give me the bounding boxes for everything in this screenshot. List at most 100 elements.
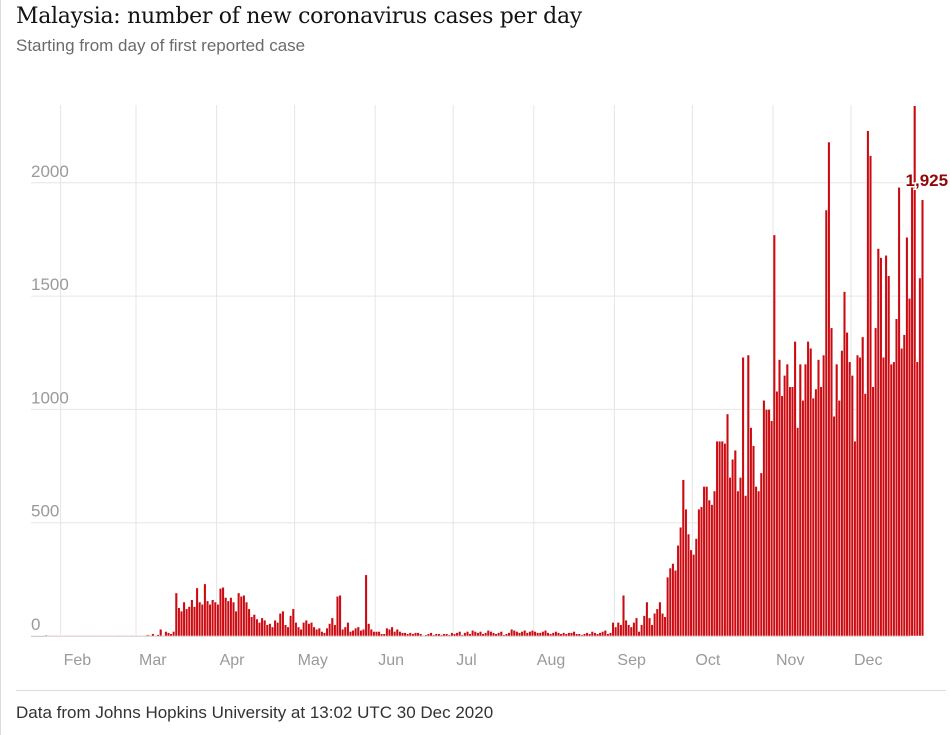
bar (814, 388, 818, 637)
y-tick-label: 1500 (31, 275, 69, 294)
bar (213, 601, 217, 637)
bar (861, 336, 865, 637)
bar (614, 626, 618, 637)
bar (510, 628, 514, 637)
bar (910, 173, 914, 637)
bar (803, 363, 808, 637)
bar (413, 632, 418, 637)
bar (590, 631, 594, 637)
bar (575, 633, 579, 637)
bar (86, 635, 90, 637)
bar (455, 632, 459, 637)
bar (390, 626, 394, 637)
bar (603, 630, 607, 637)
bar (816, 359, 821, 637)
bar (619, 624, 623, 637)
bar (855, 354, 860, 637)
bar (205, 600, 210, 637)
label-layer: 0 500 1000 1500 2000 Feb Mar Apr May Jun Jul Aug Sep… (31, 162, 950, 669)
bar (335, 596, 340, 637)
bar (822, 354, 826, 637)
bar (512, 630, 516, 637)
bar (866, 130, 870, 637)
bar (286, 626, 290, 637)
bar (840, 350, 844, 637)
bar (533, 631, 537, 637)
bar (780, 395, 784, 637)
bar (819, 386, 823, 637)
bar (887, 275, 891, 637)
bar (723, 443, 727, 637)
bar (112, 635, 116, 637)
bar (920, 199, 925, 637)
y-tick-label: 500 (31, 502, 59, 521)
bar (543, 630, 548, 637)
bar (595, 633, 600, 637)
bar (153, 635, 158, 637)
bar (827, 141, 831, 637)
bar (400, 632, 405, 637)
x-tick-label: Mar (139, 652, 167, 669)
bar (577, 633, 581, 637)
x-tick-label: Aug (537, 652, 565, 669)
bar (460, 634, 464, 637)
bar (465, 631, 470, 637)
bar (793, 341, 797, 637)
bar (611, 622, 615, 637)
bar (801, 400, 805, 637)
bar (65, 635, 69, 637)
left-divider (0, 0, 1, 735)
x-tick-label: Apr (220, 652, 246, 669)
bar (770, 420, 774, 637)
bar (296, 626, 301, 637)
bar (889, 363, 893, 637)
bar (809, 347, 813, 637)
bar (777, 359, 782, 637)
chart-title: Malaysia: number of new coronavirus case… (16, 4, 582, 29)
bar (81, 635, 85, 637)
bar (476, 632, 480, 637)
x-tick-label: Dec (854, 652, 882, 669)
bar (725, 413, 730, 637)
bar (551, 632, 555, 637)
bar (666, 576, 670, 637)
bar (387, 628, 392, 637)
bar (588, 633, 592, 637)
bar (517, 632, 522, 637)
bar (876, 248, 880, 637)
bar (731, 459, 735, 637)
bar (114, 635, 119, 637)
x-tick-label: Jul (456, 652, 476, 669)
bar (122, 635, 126, 637)
bar (525, 632, 529, 637)
bar (663, 616, 667, 637)
bar (835, 363, 839, 637)
bar (75, 635, 80, 637)
bar (738, 477, 743, 637)
bar (156, 634, 160, 637)
bar (806, 341, 810, 637)
bar (172, 631, 176, 637)
bar (166, 632, 171, 637)
bar (637, 631, 641, 637)
bar (55, 635, 59, 637)
bar (715, 440, 719, 637)
bar (281, 610, 285, 637)
bar (140, 635, 145, 637)
bar (848, 361, 852, 637)
bar (744, 495, 748, 637)
bar (668, 567, 672, 637)
bar (104, 635, 108, 637)
bar (640, 624, 644, 637)
bar (538, 632, 542, 637)
bar (109, 635, 113, 637)
bar (257, 622, 262, 637)
bar (720, 440, 724, 637)
bar (242, 594, 246, 637)
bar (707, 499, 711, 637)
bar (354, 627, 358, 637)
bar (442, 633, 446, 637)
bar (182, 601, 186, 637)
bar (580, 634, 584, 637)
bars-layer (44, 105, 925, 637)
